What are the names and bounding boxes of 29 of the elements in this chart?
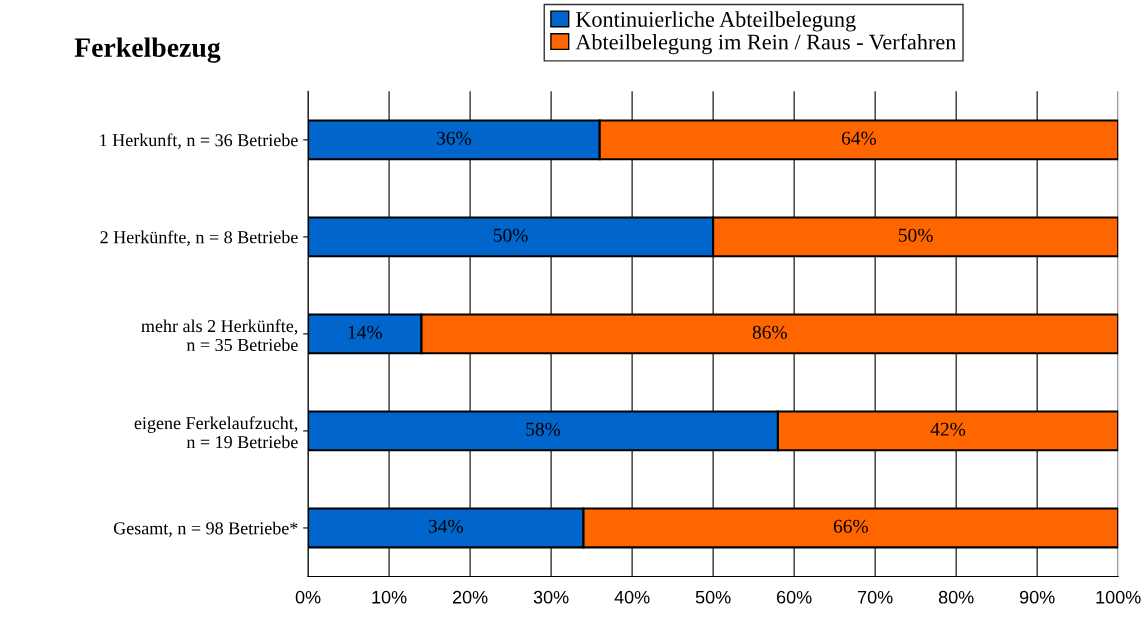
data-label: 34% bbox=[428, 519, 463, 533]
chart-title: Ferkelbezug bbox=[74, 37, 221, 63]
data-label: 64% bbox=[841, 131, 877, 145]
y-tick-label: Gesamt, n = 98 Betriebe* bbox=[113, 521, 298, 537]
data-label: 50% bbox=[898, 228, 933, 242]
y-tick-label: eigene Ferkelaufzucht, n = 19 Betriebe bbox=[134, 416, 298, 449]
x-tick-label: 60% bbox=[776, 590, 812, 604]
data-label: 36% bbox=[437, 131, 472, 145]
legend-label: Kontinuierliche Abteilbelegung bbox=[576, 11, 856, 32]
x-tick-label: 40% bbox=[614, 590, 650, 604]
data-label: 58% bbox=[526, 422, 561, 436]
x-tick-label: 100% bbox=[1096, 590, 1141, 604]
x-tick-label: 90% bbox=[1019, 590, 1055, 604]
x-tick-label: 50% bbox=[695, 590, 731, 604]
legend-label: Abteilbelegung im Rein / Raus - Verfahren bbox=[575, 33, 956, 55]
data-label: 42% bbox=[930, 422, 966, 436]
data-label: 86% bbox=[752, 325, 787, 339]
x-tick-label: 30% bbox=[533, 590, 569, 604]
x-tick-label: 0% bbox=[295, 590, 321, 604]
x-tick-label: 80% bbox=[938, 590, 974, 604]
data-label: 50% bbox=[493, 228, 528, 242]
x-tick-label: 20% bbox=[452, 590, 488, 604]
x-tick-label: 10% bbox=[372, 590, 407, 604]
data-label: 14% bbox=[348, 325, 382, 339]
data-label: 66% bbox=[833, 519, 868, 533]
y-tick-label: mehr als 2 Herkünfte, n = 35 Betriebe bbox=[141, 319, 298, 352]
x-tick-label: 70% bbox=[858, 590, 893, 604]
y-tick-label: 2 Herkünfte, n = 8 Betriebe bbox=[100, 230, 298, 246]
y-tick-label: 1 Herkunft, n = 36 Betriebe bbox=[100, 133, 298, 149]
